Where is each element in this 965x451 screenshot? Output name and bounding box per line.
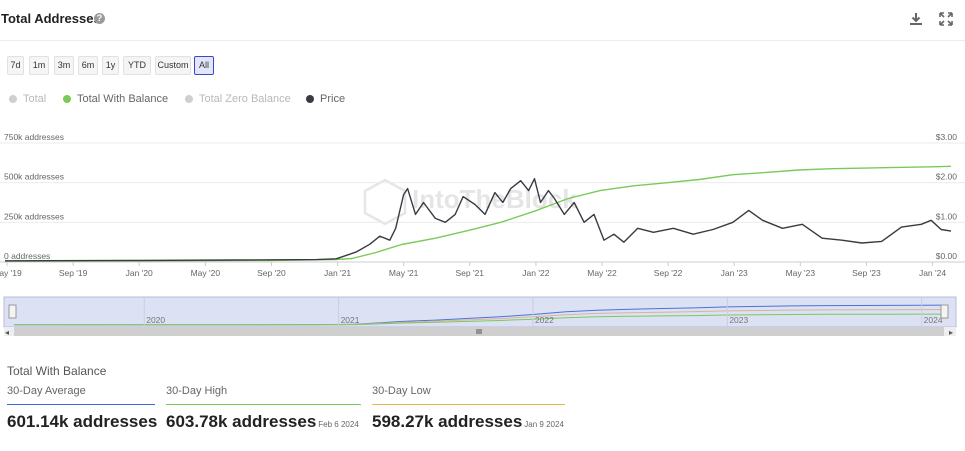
- legend-label: Total: [23, 93, 47, 105]
- x-tick-label: Jan '20: [126, 268, 153, 278]
- watermark-text: IntoTheBlock: [412, 184, 577, 214]
- main-chart: IntoTheBlock 0 addresses 250k addresses 50…: [0, 132, 965, 278]
- stat-color-bar: [166, 404, 361, 405]
- legend-total[interactable]: Total: [9, 92, 46, 106]
- stat-30-day-low: 30-Day Low 598.27k addresses Jan 9 2024: [372, 384, 565, 432]
- x-tick-label: May '19: [0, 268, 22, 278]
- stat-label: 30-Day High: [166, 385, 228, 397]
- navigator[interactable]: 2020 2021 2022 2023 2024 ◂ ▸: [0, 292, 965, 342]
- legend-total-zero-balance[interactable]: Total Zero Balance: [185, 92, 291, 106]
- y-left-tick-label: 0 addresses: [4, 251, 50, 261]
- stat-label: 30-Day Average: [7, 385, 86, 397]
- navigator-year-label: 2022: [535, 315, 554, 325]
- y-left-tick-label: 500k addresses: [4, 172, 64, 182]
- x-tick-label: Jan '23: [721, 268, 748, 278]
- navigator-year-label: 2024: [924, 315, 943, 325]
- stat-value-text: 598.27k addresses: [372, 412, 523, 431]
- x-tick-label: Sep '23: [852, 268, 881, 278]
- x-tick-label: Sep '20: [257, 268, 286, 278]
- stat-30-day-high: 30-Day High 603.78k addresses Feb 6 2024: [166, 384, 361, 432]
- stat-color-bar: [7, 404, 155, 405]
- range-1y-button[interactable]: 1y: [102, 56, 119, 75]
- y-right-tick-label: $3.00: [936, 132, 958, 142]
- navigator-year-label: 2021: [341, 315, 360, 325]
- stat-label: 30-Day Low: [372, 385, 431, 397]
- range-1m-button[interactable]: 1m: [29, 56, 49, 75]
- legend-label: Total Zero Balance: [199, 93, 291, 105]
- watermark: IntoTheBlock: [363, 178, 577, 226]
- stat-color-bar: [372, 404, 565, 405]
- navigator-right-handle[interactable]: [940, 304, 949, 319]
- stat-value: 603.78k addresses Feb 6 2024: [166, 412, 361, 432]
- scroll-left-icon[interactable]: ◂: [5, 328, 9, 337]
- stat-value: 598.27k addresses Jan 9 2024: [372, 412, 565, 432]
- y-left-tick-label: 250k addresses: [4, 211, 64, 221]
- chart-header: Total Addresses ?: [0, 0, 965, 41]
- range-ytd-button[interactable]: YTD: [123, 56, 151, 75]
- series-line-total-with-balance: [4, 165, 952, 262]
- range-3m-button[interactable]: 3m: [54, 56, 74, 75]
- x-tick-label: Sep '22: [654, 268, 683, 278]
- stat-value-text: 603.78k addresses: [166, 412, 317, 431]
- stat-value: 601.14k addresses: [7, 412, 158, 432]
- x-tick-label: Jan '21: [324, 268, 351, 278]
- stat-date: Feb 6 2024: [318, 420, 359, 429]
- legend-dot-icon: [185, 95, 193, 103]
- range-7d-button[interactable]: 7d: [7, 56, 24, 75]
- navigator-selection[interactable]: [3, 296, 957, 328]
- series-line-price: [4, 178, 952, 262]
- x-tick-label: May '22: [587, 268, 617, 278]
- legend-total-with-balance[interactable]: Total With Balance: [63, 92, 168, 106]
- download-icon[interactable]: [909, 12, 923, 26]
- question-circle-icon[interactable]: ?: [94, 13, 105, 24]
- x-tick-label: Sep '19: [59, 268, 88, 278]
- navigator-series-line: [14, 313, 942, 326]
- navigator-year-label: 2023: [729, 315, 748, 325]
- chart-title: Total Addresses: [1, 11, 101, 26]
- y-left-tick-label: 750k addresses: [4, 132, 64, 142]
- legend-label: Total With Balance: [77, 93, 169, 105]
- x-tick-label: May '23: [786, 268, 816, 278]
- x-tick-label: May '20: [191, 268, 221, 278]
- range-all-button[interactable]: All: [194, 56, 214, 75]
- expand-icon[interactable]: [939, 12, 953, 26]
- scroll-right-icon[interactable]: ▸: [949, 328, 953, 337]
- legend-dot-icon: [9, 95, 17, 103]
- y-right-tick-label: $0.00: [936, 251, 958, 261]
- navigator-year-label: 2020: [146, 315, 165, 325]
- stat-date: Jan 9 2024: [524, 420, 564, 429]
- grip-icon[interactable]: [476, 329, 482, 334]
- x-tick-label: Jan '22: [522, 268, 549, 278]
- y-right-tick-label: $2.00: [936, 172, 958, 182]
- legend-dot-icon: [306, 95, 314, 103]
- x-tick-label: Jan '24: [919, 268, 946, 278]
- stats-title: Total With Balance: [7, 364, 107, 378]
- legend-label: Price: [320, 93, 346, 105]
- stat-value-text: 601.14k addresses: [7, 412, 158, 431]
- range-custom-button[interactable]: Custom: [155, 56, 191, 75]
- range-6m-button[interactable]: 6m: [78, 56, 98, 75]
- watermark-logo-icon: [363, 178, 407, 226]
- stat-30-day-average: 30-Day Average 601.14k addresses: [7, 384, 158, 432]
- y-right-tick-label: $1.00: [936, 211, 958, 221]
- legend-dot-icon: [63, 95, 71, 103]
- navigator-left-handle[interactable]: [8, 304, 17, 319]
- legend-price[interactable]: Price: [306, 92, 345, 106]
- x-tick-label: May '21: [389, 268, 419, 278]
- x-tick-label: Sep '21: [455, 268, 484, 278]
